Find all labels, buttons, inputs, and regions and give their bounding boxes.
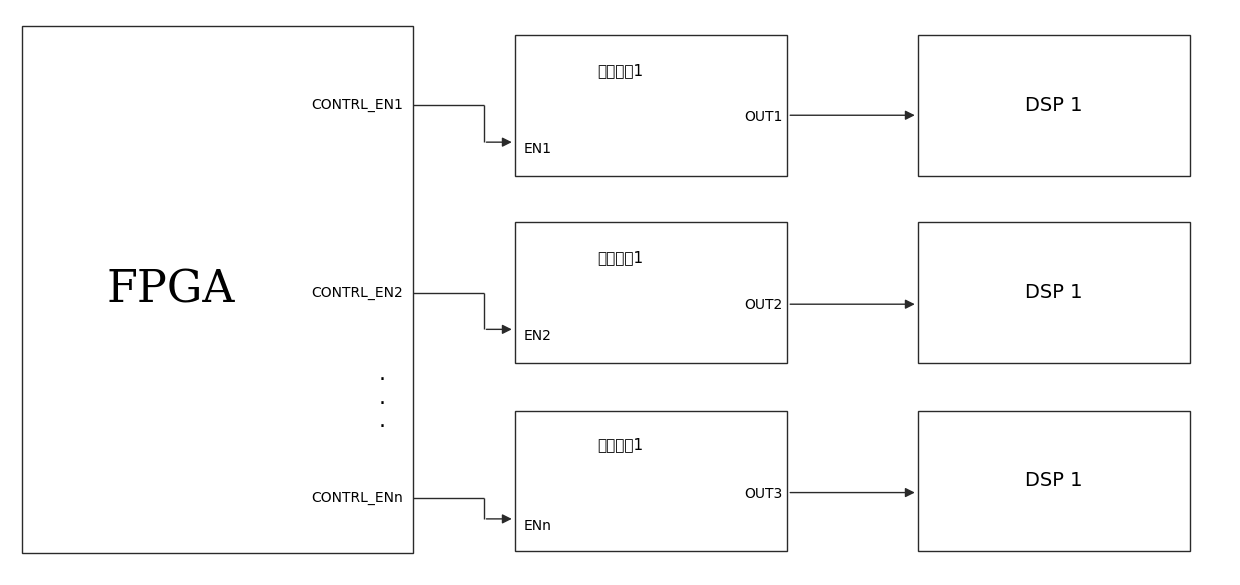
Bar — [918, 35, 1190, 176]
Bar — [515, 411, 787, 551]
Text: EN2: EN2 — [523, 329, 551, 343]
Text: CONTRL_EN1: CONTRL_EN1 — [311, 98, 403, 112]
Text: 电源芯瑲1: 电源芯瑲1 — [596, 63, 644, 78]
Text: ENn: ENn — [523, 519, 551, 534]
Text: 电源芯瑲1: 电源芯瑲1 — [596, 250, 644, 265]
Text: FPGA: FPGA — [107, 268, 236, 311]
Text: OUT3: OUT3 — [744, 487, 782, 501]
Text: DSP 1: DSP 1 — [1025, 96, 1083, 115]
Bar — [918, 222, 1190, 363]
Text: .: . — [378, 364, 386, 384]
Text: .: . — [378, 411, 386, 431]
Text: 电源芯瑲1: 电源芯瑲1 — [596, 437, 644, 452]
Text: OUT2: OUT2 — [744, 298, 782, 312]
Text: CONTRL_ENn: CONTRL_ENn — [311, 491, 403, 505]
Text: EN1: EN1 — [523, 142, 552, 156]
Bar — [515, 222, 787, 363]
Bar — [918, 411, 1190, 551]
Bar — [515, 35, 787, 176]
Text: DSP 1: DSP 1 — [1025, 472, 1083, 490]
Text: CONTRL_EN2: CONTRL_EN2 — [311, 285, 403, 300]
Text: DSP 1: DSP 1 — [1025, 283, 1083, 302]
Text: .: . — [378, 388, 386, 408]
Bar — [22, 26, 413, 553]
Text: OUT1: OUT1 — [744, 110, 782, 124]
